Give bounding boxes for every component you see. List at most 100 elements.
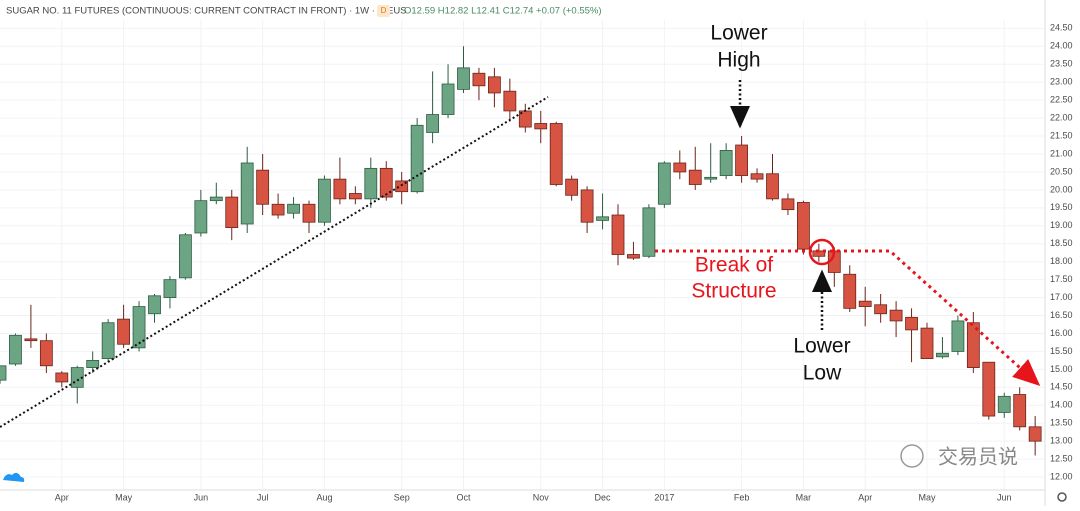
candle-body bbox=[843, 273, 857, 309]
watermark-icon bbox=[900, 444, 924, 468]
y-tick-label: 19.50 bbox=[1050, 202, 1073, 212]
x-tick-label: May bbox=[918, 492, 936, 502]
x-tick-label: Apr bbox=[858, 492, 872, 502]
x-tick-label: Jun bbox=[194, 492, 209, 502]
candle-body bbox=[271, 203, 285, 216]
y-tick-label: 13.50 bbox=[1050, 418, 1073, 428]
candle-body bbox=[426, 114, 440, 133]
candle-body bbox=[936, 352, 949, 358]
candle-body bbox=[657, 162, 671, 205]
candle-body bbox=[627, 254, 640, 259]
candle-body bbox=[0, 365, 7, 381]
candle-body bbox=[920, 327, 934, 360]
candle-body bbox=[503, 90, 517, 112]
candle-body bbox=[874, 304, 888, 315]
candle-body bbox=[457, 67, 470, 90]
candle-body bbox=[225, 196, 239, 228]
annotation: Lower bbox=[710, 22, 767, 45]
settings-icon[interactable] bbox=[1057, 492, 1067, 502]
header-bg bbox=[0, 0, 1044, 20]
y-tick-label: 15.50 bbox=[1050, 346, 1073, 356]
y-tick-label: 21.50 bbox=[1050, 130, 1073, 140]
candle-body bbox=[688, 169, 702, 185]
x-tick-label: Nov bbox=[533, 492, 550, 502]
candle-body bbox=[302, 203, 316, 223]
y-tick-label: 16.00 bbox=[1050, 328, 1073, 338]
candle-body bbox=[611, 214, 625, 255]
x-tick-label: Apr bbox=[55, 492, 69, 502]
candle-body bbox=[39, 340, 53, 367]
candle-body bbox=[596, 216, 609, 221]
x-tick-label: Aug bbox=[316, 492, 332, 502]
candle-body bbox=[673, 162, 687, 173]
x-tick-label: Feb bbox=[734, 492, 750, 502]
annotation: Structure bbox=[691, 280, 776, 303]
candle-body bbox=[318, 178, 331, 223]
candle-body bbox=[997, 395, 1011, 413]
candle-body bbox=[781, 198, 795, 211]
candle-body bbox=[750, 173, 764, 180]
y-tick-label: 14.00 bbox=[1050, 400, 1073, 410]
candle-body bbox=[209, 196, 223, 202]
y-tick-label: 16.50 bbox=[1050, 310, 1073, 320]
x-tick-label: Dec bbox=[595, 492, 612, 502]
candle-body bbox=[797, 202, 810, 250]
candle-body bbox=[580, 189, 594, 223]
candle-body bbox=[379, 167, 393, 198]
candle-body bbox=[982, 361, 996, 417]
x-tick-label: Oct bbox=[456, 492, 471, 502]
candle-body bbox=[24, 338, 38, 342]
candle-body bbox=[704, 176, 718, 180]
candle-body bbox=[132, 306, 146, 349]
candle-body bbox=[55, 372, 69, 383]
y-tick-label: 14.50 bbox=[1050, 382, 1073, 392]
candle-body bbox=[889, 309, 903, 322]
candle-body bbox=[951, 320, 965, 352]
candle-body bbox=[178, 234, 192, 279]
y-tick-label: 12.50 bbox=[1050, 454, 1073, 464]
axes: 12.00 12.50 13.00 13.50 14.00 14.50 15.00 15.50… bbox=[55, 23, 1073, 503]
candle-body bbox=[565, 178, 579, 196]
y-tick-label: 15.00 bbox=[1050, 364, 1073, 374]
y-tick-label: 24.00 bbox=[1050, 41, 1073, 51]
candle-body bbox=[1013, 394, 1027, 428]
candle-body bbox=[766, 173, 779, 200]
badge: D bbox=[381, 6, 387, 15]
watermark: 交易员说 bbox=[900, 444, 1018, 468]
annotation: Low bbox=[803, 362, 842, 385]
badge-bg bbox=[377, 5, 390, 17]
candle-body bbox=[163, 279, 177, 298]
y-tick-label: 17.00 bbox=[1050, 292, 1073, 302]
y-tick-label: 18.00 bbox=[1050, 256, 1073, 266]
x-tick-label: Jul bbox=[257, 492, 269, 502]
break-circle bbox=[808, 238, 836, 266]
candle-body bbox=[905, 316, 918, 331]
y-tick-label: 20.50 bbox=[1050, 166, 1073, 176]
ohlc: O12.59 H12.82 L12.41 C12.74 +0.07 (+0.55… bbox=[404, 6, 602, 17]
y-tick-label: 19.00 bbox=[1050, 220, 1073, 230]
x-tick-label: Mar bbox=[796, 492, 812, 502]
y-tick-label: 17.50 bbox=[1050, 274, 1073, 284]
y-tick-label: 12.00 bbox=[1050, 471, 1073, 481]
candle-body bbox=[117, 318, 130, 345]
y-tick-label: 23.00 bbox=[1050, 77, 1073, 87]
candle-body bbox=[364, 167, 378, 200]
candle-body bbox=[642, 207, 656, 257]
y-tick-label: 22.50 bbox=[1050, 95, 1073, 105]
x-tick-label: Sep bbox=[394, 492, 410, 502]
candle-body bbox=[395, 180, 409, 193]
y-tick-label: 13.00 bbox=[1050, 436, 1073, 446]
candle-body bbox=[101, 322, 115, 360]
candle-body bbox=[472, 72, 486, 87]
candles bbox=[0, 46, 1042, 456]
annotation: Break of bbox=[695, 254, 773, 277]
candle-body bbox=[534, 123, 548, 130]
price-axis bbox=[1045, 0, 1080, 506]
y-tick-label: 18.50 bbox=[1050, 238, 1073, 248]
symbol: SUGAR NO. 11 FUTURES (CONTINUOUS: CURREN… bbox=[6, 6, 407, 17]
candle-body bbox=[256, 169, 270, 205]
trend-line bbox=[0, 96, 549, 428]
